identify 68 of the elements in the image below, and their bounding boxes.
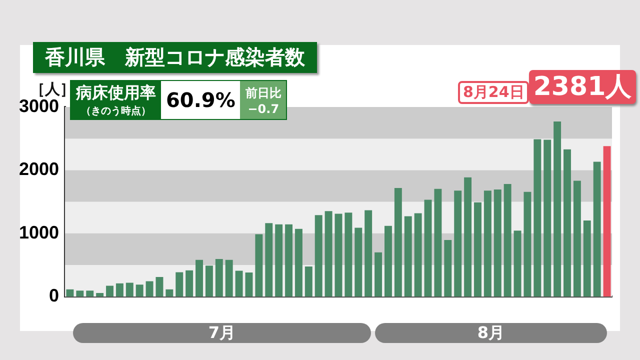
bar [414, 213, 422, 297]
bar [245, 272, 253, 297]
bar [583, 220, 591, 297]
bar [76, 290, 84, 297]
bar [394, 188, 402, 297]
bar [504, 184, 512, 297]
text: 8月 [375, 323, 607, 343]
bar [126, 282, 134, 297]
bar [176, 272, 184, 297]
bar [484, 190, 492, 297]
bar [593, 162, 601, 297]
bar [106, 286, 114, 297]
text: 前日比 [245, 84, 282, 102]
bar [285, 224, 293, 297]
bar [374, 252, 382, 297]
y-tick-label: 0 [48, 286, 59, 306]
bar [136, 284, 144, 297]
bar [444, 240, 452, 297]
text: 2381人 [529, 70, 636, 104]
bar [384, 226, 392, 297]
text: 7月 [73, 323, 371, 343]
bar [215, 258, 223, 297]
bar [603, 146, 611, 297]
bar [514, 230, 522, 297]
bar [66, 289, 74, 297]
bar [404, 216, 412, 297]
bar [186, 270, 194, 297]
bar [334, 214, 342, 297]
bar [294, 228, 302, 297]
bar [554, 121, 562, 297]
annotation: （きのう時点） [81, 104, 151, 118]
bar [235, 270, 243, 297]
bar [544, 140, 552, 297]
bar [156, 277, 164, 297]
bar [275, 224, 283, 297]
bar [424, 200, 432, 297]
bar [464, 177, 472, 297]
y-tick-label: 2000 [18, 159, 59, 180]
chart-title: 香川県 新型コロナ感染者数 [33, 42, 317, 73]
bar [474, 202, 482, 297]
bar [96, 293, 104, 297]
bar [255, 234, 263, 297]
text: 8月24日 [458, 81, 530, 104]
bar [86, 290, 94, 297]
bar [225, 260, 233, 297]
bar [146, 281, 154, 297]
bar [494, 189, 502, 297]
bar [534, 139, 542, 297]
text: 病床使用率 [76, 82, 156, 104]
bar [314, 215, 322, 297]
bar [205, 266, 213, 297]
bar [573, 180, 581, 297]
y-tick-label: 1000 [18, 222, 59, 242]
bar [166, 289, 174, 297]
bar [434, 188, 442, 297]
bar [524, 192, 532, 297]
bar [344, 212, 352, 297]
bar [564, 149, 571, 297]
bar [116, 283, 124, 297]
bar [354, 228, 362, 297]
bar [454, 190, 462, 297]
bar [304, 266, 312, 297]
annotation: −0.7 [248, 102, 280, 116]
bar [364, 210, 372, 297]
bar [196, 260, 203, 297]
annotation: 60.9% [166, 88, 236, 112]
bar [265, 223, 273, 297]
bar [324, 211, 332, 297]
